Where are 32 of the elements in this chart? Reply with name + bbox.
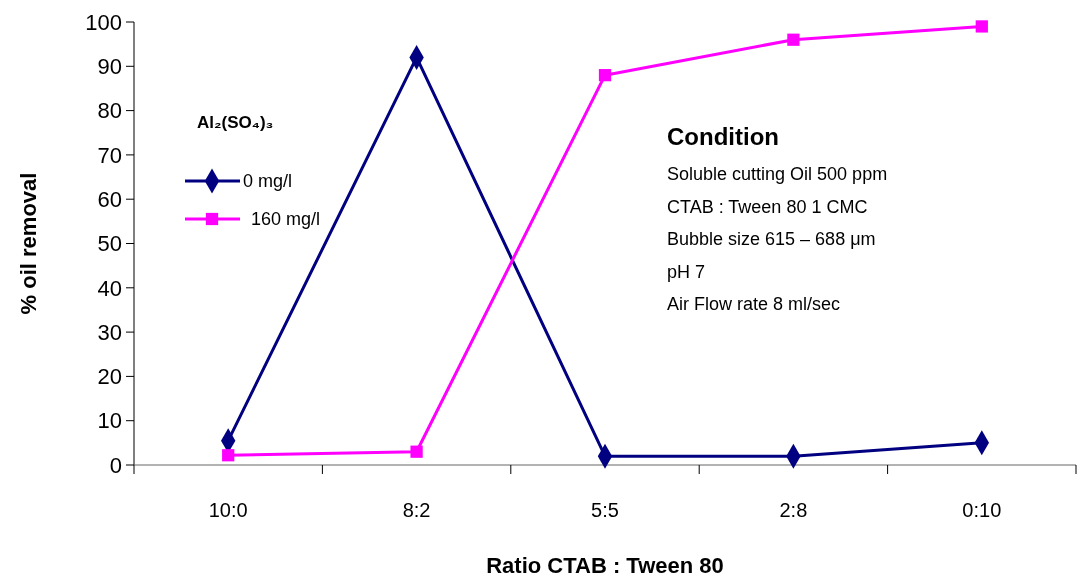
y-tick-label: 0 [109,452,122,478]
annotation: Soluble cutting Oil 500 ppm [667,164,888,184]
x-tick-label: 0:10 [962,499,1002,521]
point [598,69,612,82]
point [975,20,988,33]
x-axis-title: Ratio CTAB : Tween 80 [486,553,724,578]
y-tick-label: 100 [85,9,122,35]
point [787,33,800,46]
point [222,449,235,462]
annotation: pH 7 [667,261,706,282]
point [410,445,423,458]
legend-label: 160 mg/l [251,209,321,230]
y-tick-label: 50 [97,231,122,257]
y-tick-label: 80 [97,98,122,124]
legend-title: Al₂(SO₄)₃ [197,113,274,132]
y-tick-label: 60 [97,186,122,212]
annotation: Bubble size 615 – 688 μm [667,229,876,249]
y-tick-label: 70 [97,142,122,168]
y-tick-label: 40 [97,275,122,301]
annotation: Condition [667,123,779,150]
y-axis-title: % oil removal [16,172,41,315]
y-tick-label: 90 [97,54,122,79]
x-tick-label: 8:2 [402,499,431,521]
x-tick-label: 5:5 [591,499,619,521]
y-tick-label: 10 [97,408,122,434]
annotation: CTAB : Tween 80 1 CMC [667,196,868,217]
y-tick-label: 20 [97,364,122,390]
annotation: Air Flow rate 8 ml/sec [667,294,841,314]
legend-label: 0 mg/l [243,171,293,192]
x-tick-label: 2:8 [779,499,808,521]
y-tick-label: 30 [97,319,122,345]
x-tick-label: 10:0 [208,499,248,521]
